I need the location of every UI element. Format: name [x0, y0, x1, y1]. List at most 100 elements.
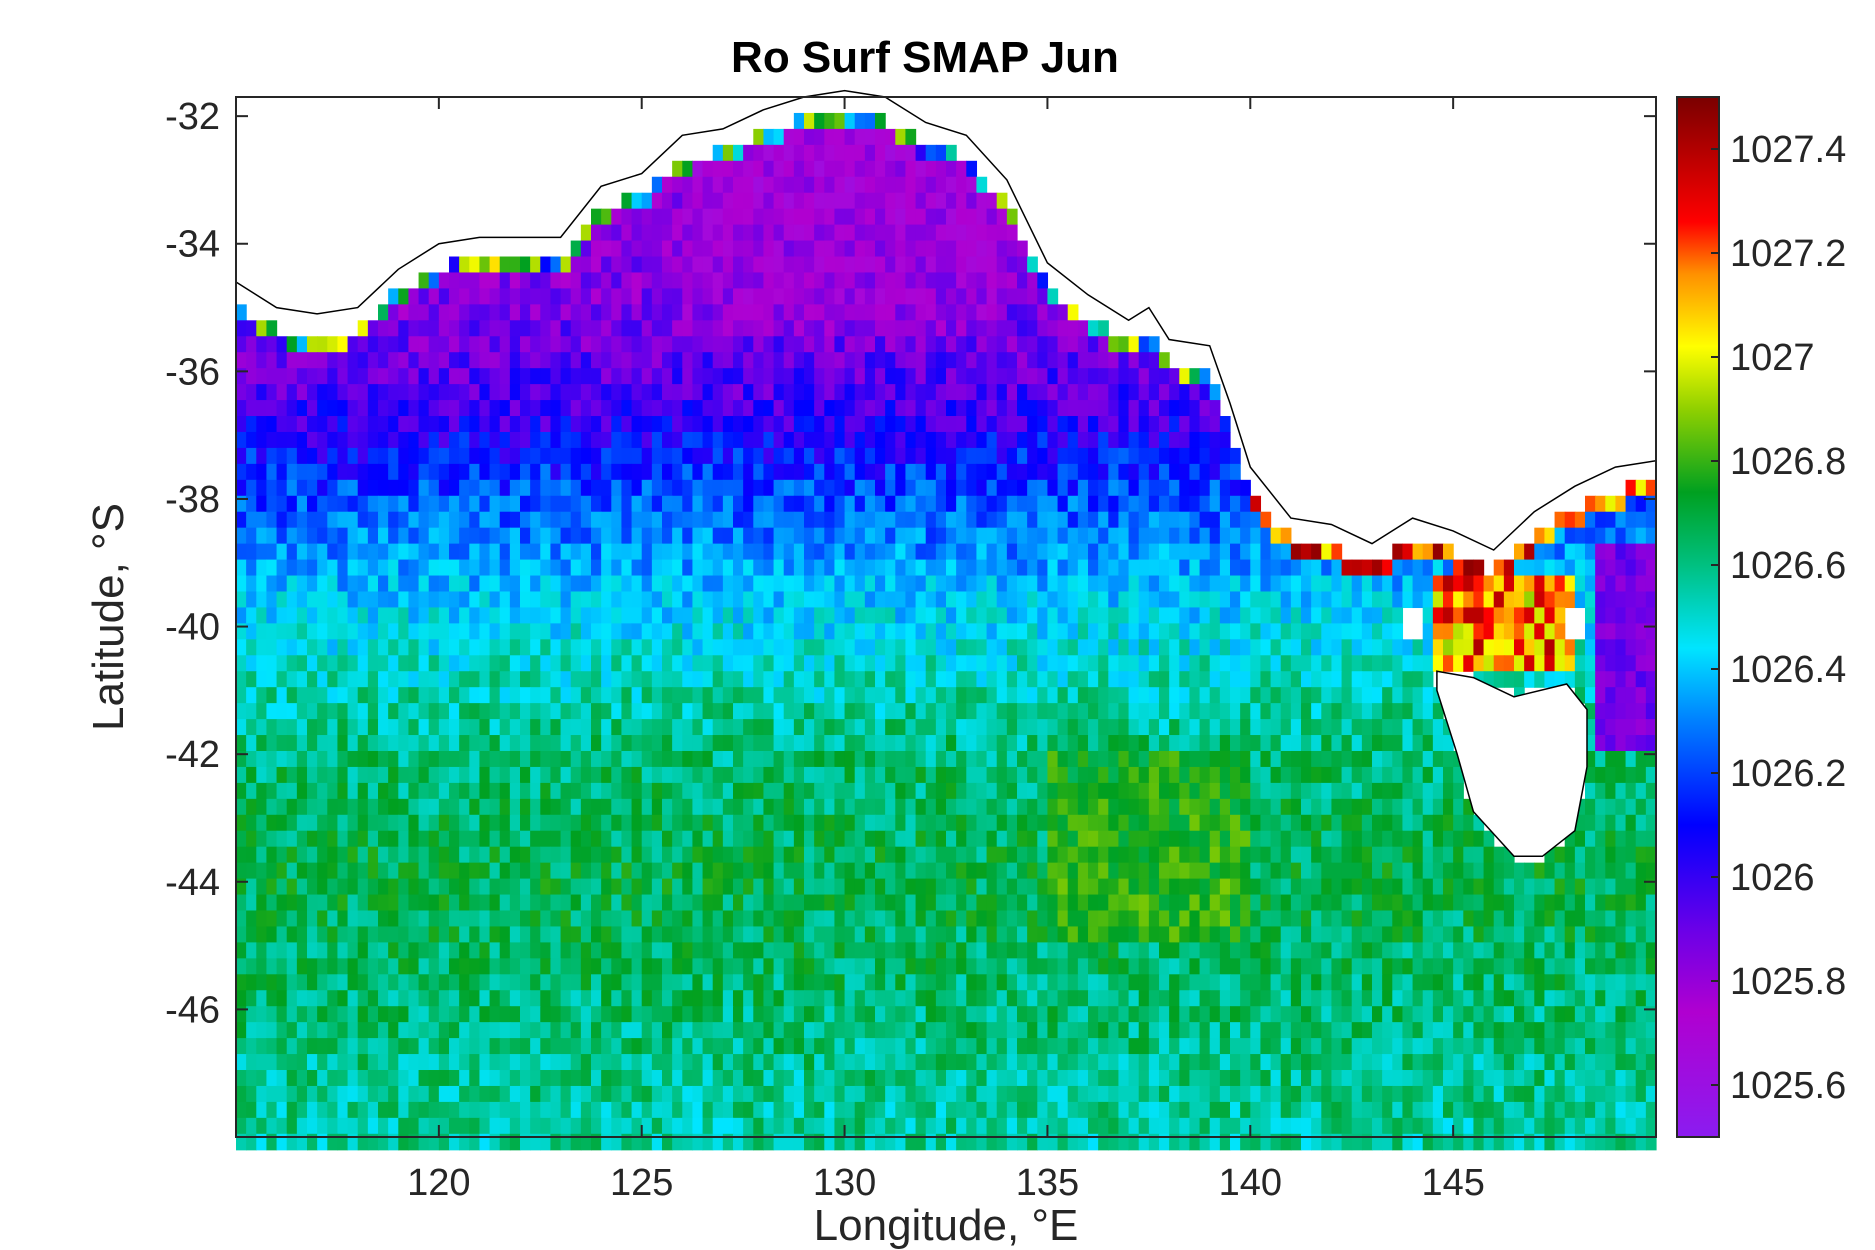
heatmap-cell: [986, 240, 998, 258]
heatmap-cell: [1179, 671, 1191, 688]
heatmap-cell: [763, 766, 775, 784]
heatmap-cell: [1250, 846, 1262, 864]
heatmap-cell: [996, 735, 1008, 752]
heatmap-cell: [651, 862, 663, 880]
heatmap-cell: [864, 352, 876, 369]
heatmap-cell: [520, 735, 531, 752]
heatmap-cell: [307, 559, 318, 577]
heatmap-cell: [1615, 591, 1627, 609]
heatmap-cell: [905, 607, 917, 624]
heatmap-cell: [1209, 463, 1221, 481]
heatmap-cell: [1260, 798, 1272, 816]
heatmap-cell: [1645, 623, 1657, 640]
heatmap-cell: [783, 192, 795, 210]
heatmap-cell: [733, 623, 744, 640]
heatmap-cell: [895, 591, 907, 609]
heatmap-cell: [1372, 766, 1383, 784]
heatmap-cell: [925, 288, 937, 305]
heatmap-cell: [753, 463, 765, 481]
heatmap-cell: [1118, 384, 1130, 401]
heatmap-cell: [1270, 671, 1282, 688]
heatmap-cell: [935, 527, 947, 545]
heatmap-cell: [1240, 846, 1251, 864]
heatmap-cell: [1027, 447, 1038, 465]
heatmap-cell: [763, 272, 775, 290]
heatmap-cell: [540, 527, 552, 545]
heatmap-cell: [996, 384, 1008, 401]
heatmap-cell: [662, 719, 673, 736]
heatmap-cell: [722, 527, 734, 545]
heatmap-cell: [1412, 894, 1424, 912]
heatmap-cell: [793, 830, 805, 848]
heatmap-cell: [844, 671, 856, 688]
heatmap-cell: [347, 735, 359, 752]
heatmap-cell: [915, 495, 927, 513]
heatmap-cell: [1645, 798, 1657, 816]
heatmap-cell: [367, 352, 379, 369]
heatmap-cell: [712, 527, 724, 545]
heatmap-cell: [509, 304, 521, 321]
heatmap-cell: [1585, 814, 1596, 832]
heatmap-cell: [337, 830, 349, 848]
heatmap-cell: [428, 639, 440, 656]
heatmap-cell: [530, 272, 541, 290]
heatmap-cell: [256, 400, 268, 417]
heatmap-cell: [1017, 830, 1028, 848]
heatmap-cell: [378, 735, 389, 752]
heatmap-cell: [317, 575, 328, 593]
heatmap-cell: [773, 192, 785, 210]
heatmap-cell: [540, 463, 552, 481]
heatmap-cell: [327, 527, 339, 545]
heatmap-cell: [753, 447, 765, 465]
heatmap-cell: [1625, 527, 1637, 545]
heatmap-cell: [256, 814, 268, 832]
heatmap-cell: [743, 719, 754, 736]
heatmap-cell: [641, 368, 653, 385]
heatmap-cell: [875, 639, 886, 656]
heatmap-cell: [570, 894, 582, 912]
heatmap-cell: [388, 591, 399, 609]
heatmap-cell: [722, 160, 734, 178]
heatmap-cell: [1098, 878, 1109, 896]
heatmap-cell: [1148, 830, 1160, 848]
heatmap-cell: [530, 368, 541, 385]
heatmap-cell: [246, 320, 257, 337]
heatmap-cell: [1564, 894, 1576, 912]
heatmap-cell: [976, 543, 988, 561]
heatmap-cell: [722, 782, 734, 800]
heatmap-cell: [1514, 591, 1525, 609]
heatmap-cell: [692, 479, 704, 497]
heatmap-cell: [1077, 687, 1089, 704]
heatmap-cell: [946, 703, 957, 720]
heatmap-cell: [1574, 559, 1586, 577]
heatmap-cell: [1240, 830, 1251, 848]
heatmap-cell: [976, 719, 988, 736]
heatmap-cell: [1270, 830, 1282, 848]
heatmap-cell: [793, 288, 805, 305]
heatmap-cell: [540, 352, 552, 369]
heatmap-cell: [1483, 607, 1495, 624]
heatmap-cell: [976, 766, 988, 784]
heatmap-cell: [357, 575, 369, 593]
heatmap-cell: [378, 447, 389, 465]
heatmap-cell: [520, 384, 531, 401]
heatmap-cell: [743, 782, 754, 800]
heatmap-cell: [1128, 352, 1140, 369]
heatmap-cell: [692, 607, 704, 624]
heatmap-cell: [1382, 846, 1393, 864]
heatmap-cell: [509, 479, 521, 497]
heatmap-cell: [925, 224, 937, 242]
heatmap-cell: [976, 288, 988, 305]
heatmap-cell: [966, 400, 978, 417]
heatmap-cell: [428, 735, 440, 752]
heatmap-cell: [1514, 623, 1525, 640]
heatmap-cell: [662, 192, 673, 210]
heatmap-cell: [986, 607, 998, 624]
heatmap-cell: [875, 830, 886, 848]
heatmap-cell: [1006, 495, 1018, 513]
heatmap-cell: [1280, 798, 1292, 816]
heatmap-cell: [1402, 798, 1414, 816]
heatmap-cell: [783, 671, 795, 688]
heatmap-cell: [367, 735, 379, 752]
heatmap-cell: [1179, 782, 1191, 800]
